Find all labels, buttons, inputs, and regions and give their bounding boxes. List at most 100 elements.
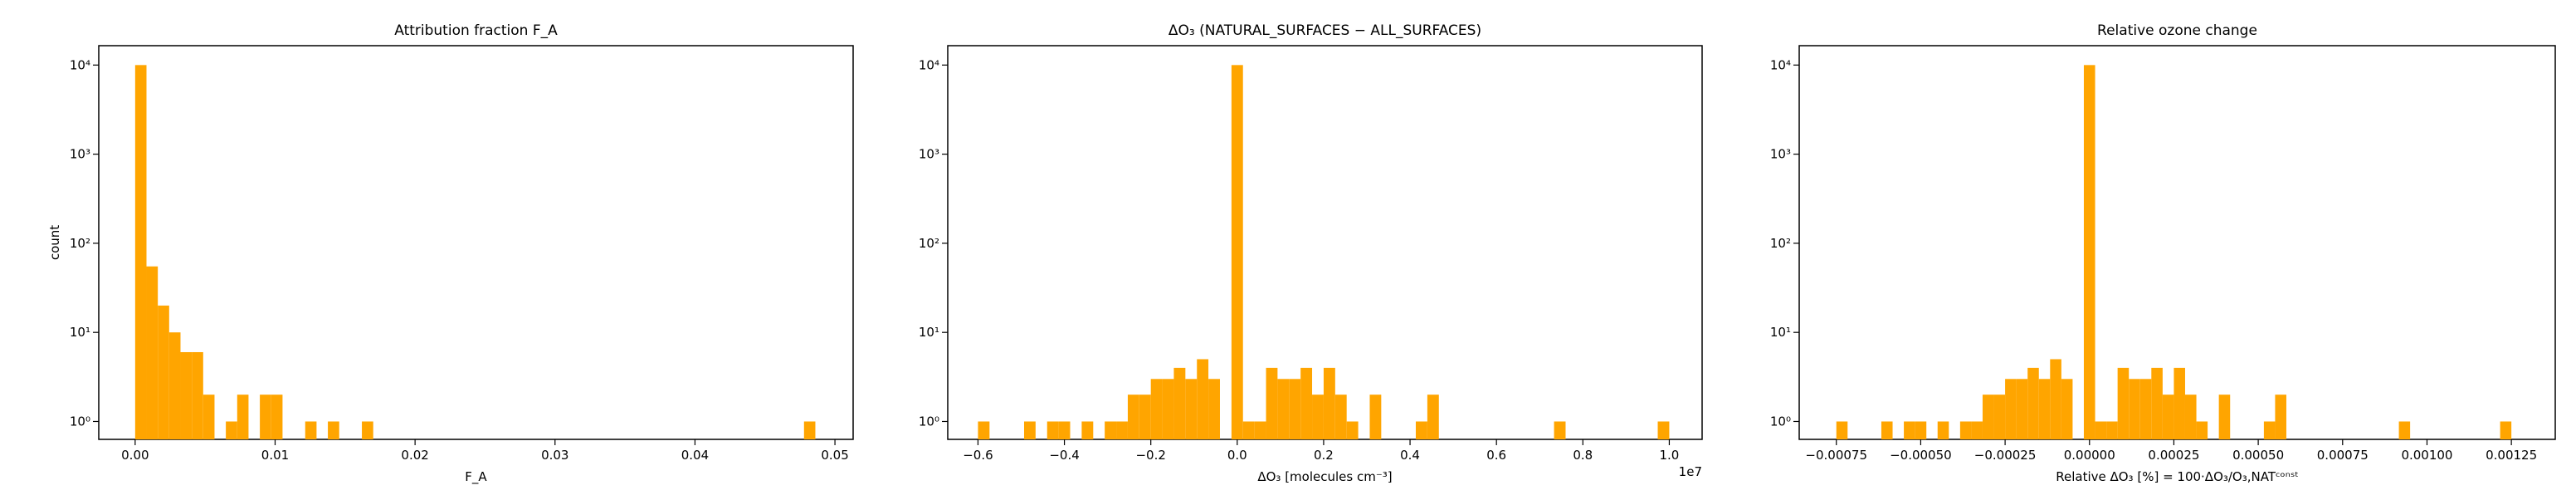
y-tick-label: 10³ [70, 147, 90, 162]
x-tick-label: −0.00075 [1805, 448, 1867, 463]
y-tick-label: 10³ [1770, 147, 1791, 162]
bar [192, 351, 203, 439]
axes-frame [98, 45, 854, 440]
bar [1323, 367, 1335, 439]
y-tick-label: 10¹ [1770, 325, 1791, 340]
y-tick-label: 10² [919, 236, 939, 251]
bar [260, 395, 271, 439]
x-tick-label: 0.01 [261, 448, 289, 463]
bar [1346, 421, 1359, 439]
bar [2196, 421, 2208, 439]
chart-title: Relative ozone change [2097, 22, 2257, 39]
x-tick-label: 0.00075 [2317, 448, 2369, 463]
bar [226, 421, 237, 439]
panel: Relative ozone change −0.00075 −0.00050 −0.… [1770, 22, 2556, 484]
x-tick-label: 0.00100 [2401, 448, 2452, 463]
x-tick-label: 1.0 [1660, 448, 1680, 463]
bar [202, 395, 215, 439]
bar [2117, 367, 2130, 439]
bar [1554, 421, 1566, 439]
bar [2218, 395, 2231, 439]
bar [2106, 421, 2118, 439]
bar [1150, 379, 1163, 439]
bar [1657, 421, 1670, 439]
bar [271, 395, 283, 439]
chart-title: Attribution fraction F_A [394, 22, 558, 39]
bar [1993, 395, 2006, 439]
y-tick-label: 10⁰ [70, 414, 90, 429]
x-tick-label: −0.00025 [1974, 448, 2037, 463]
x-tick-label: 0.02 [401, 448, 428, 463]
x-tick-label: 0.8 [1573, 448, 1593, 463]
bar [978, 421, 990, 439]
bar [2095, 421, 2107, 439]
x-tick-label: −0.4 [1049, 448, 1079, 463]
x-tick-label: 0.0 [1227, 448, 1247, 463]
x-tick-label: 0.03 [541, 448, 568, 463]
bar [362, 421, 373, 439]
bar [158, 305, 169, 439]
bar [1300, 367, 1313, 439]
bar [2263, 421, 2276, 439]
bar [2016, 379, 2028, 439]
chart-title: ΔO₃ (NATURAL_SURFACES − ALL_SURFACES) [1168, 22, 1481, 39]
bar [1197, 359, 1209, 439]
bar [2038, 379, 2051, 439]
x-axis-label: ΔO₃ [molecules cm⁻³] [1257, 469, 1392, 484]
bar [1369, 395, 1382, 439]
bar [1937, 421, 1949, 439]
bar [1289, 379, 1301, 439]
bar [1173, 367, 1186, 439]
bar [1277, 379, 1290, 439]
bar [1254, 421, 1266, 439]
bar [2005, 379, 2017, 439]
bar [146, 266, 159, 439]
y-tick-label: 10⁴ [919, 57, 939, 72]
bar [1139, 395, 1151, 439]
bar [328, 421, 339, 439]
y-axis-label: count [47, 225, 62, 260]
bar [168, 332, 181, 439]
bar [180, 351, 193, 439]
bar [1023, 421, 1036, 439]
x-tick-label: 0.2 [1314, 448, 1334, 463]
y-tick-label: 10² [1770, 236, 1791, 251]
bar [1185, 379, 1198, 439]
bar [1266, 367, 1278, 439]
bar [1058, 421, 1071, 439]
bar [1959, 421, 1972, 439]
bar [2162, 395, 2174, 439]
x-axis-label: Relative ΔO₃ [%] = 100·ΔO₃/O₃,NATᶜᵒⁿˢᵗ [2056, 469, 2299, 484]
bar [134, 65, 147, 440]
y-tick-label: 10² [70, 236, 90, 251]
y-tick-label: 10¹ [70, 325, 90, 340]
x-tick-label: 0.05 [821, 448, 848, 463]
bar [1231, 65, 1243, 440]
x-tick-label: 0.00000 [2064, 448, 2115, 463]
bar [2275, 395, 2286, 439]
y-tick-label: 10⁴ [1770, 57, 1791, 72]
bar [2500, 421, 2512, 439]
bar [1334, 395, 1347, 439]
bar [1427, 395, 1439, 439]
bar [2151, 367, 2163, 439]
bar [2184, 395, 2197, 439]
x-tick-label: 0.00025 [2148, 448, 2199, 463]
bar [1881, 421, 1893, 439]
panel: ΔO₃ (NATURAL_SURFACES − ALL_SURFACES) −0.… [919, 22, 1703, 484]
bar [1081, 421, 1094, 439]
bar [2139, 379, 2152, 439]
bar [1971, 421, 1983, 439]
x-tick-label: −0.00050 [1890, 448, 1952, 463]
bar [1312, 395, 1324, 439]
bar [1127, 395, 1139, 439]
bar [1162, 379, 1174, 439]
x-tick-label: −0.6 [963, 448, 993, 463]
y-tick-label: 10⁰ [919, 414, 939, 429]
bar [305, 421, 317, 439]
bar [1046, 421, 1059, 439]
bar [803, 421, 816, 439]
bar [1105, 421, 1117, 439]
bar [2083, 65, 2095, 440]
